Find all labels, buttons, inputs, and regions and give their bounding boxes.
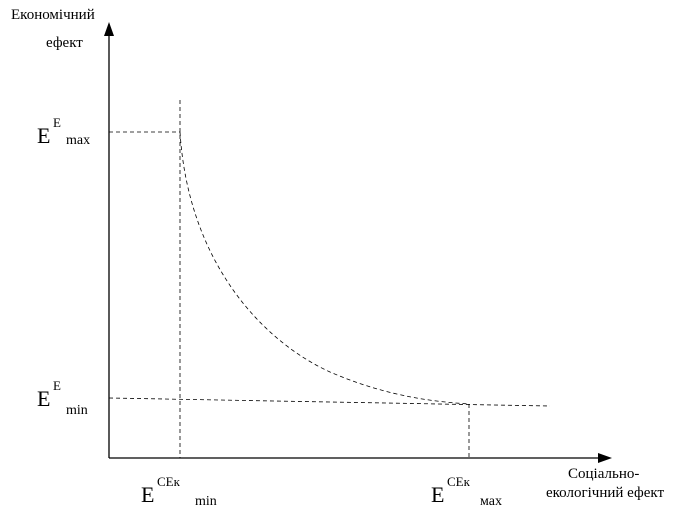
x-axis-label-line2: екологічний ефект bbox=[546, 485, 664, 501]
label-e-max: E E max bbox=[37, 115, 90, 148]
x-axis-arrowhead bbox=[598, 453, 612, 463]
ce-max-sup: CEк bbox=[447, 474, 471, 489]
ce-max-base: E bbox=[431, 482, 444, 507]
e-max-sub: max bbox=[66, 133, 90, 148]
label-ce-min: E CEк min bbox=[141, 474, 217, 508]
e-min-sup: E bbox=[53, 378, 61, 393]
ce-min-sup: CEк bbox=[157, 474, 181, 489]
e-max-sup: E bbox=[53, 115, 61, 130]
e-max-base: E bbox=[37, 123, 50, 148]
ce-max-sub: мах bbox=[480, 494, 502, 508]
e-min-horizontal-guide bbox=[108, 397, 551, 407]
y-axis-label-line2: ефект bbox=[46, 35, 83, 51]
ce-min-sub: min bbox=[195, 494, 217, 508]
label-ce-max: E CEк мах bbox=[431, 474, 502, 508]
y-axis-label-line1: Економічний bbox=[11, 7, 95, 23]
e-min-sub: min bbox=[66, 403, 88, 418]
tradeoff-curve bbox=[179, 131, 470, 405]
x-axis-label-line1: Соціально- bbox=[568, 466, 639, 482]
label-e-min: E E min bbox=[37, 378, 88, 418]
e-min-base: E bbox=[37, 386, 50, 411]
y-axis-arrowhead bbox=[104, 22, 114, 36]
ce-min-base: E bbox=[141, 482, 154, 507]
